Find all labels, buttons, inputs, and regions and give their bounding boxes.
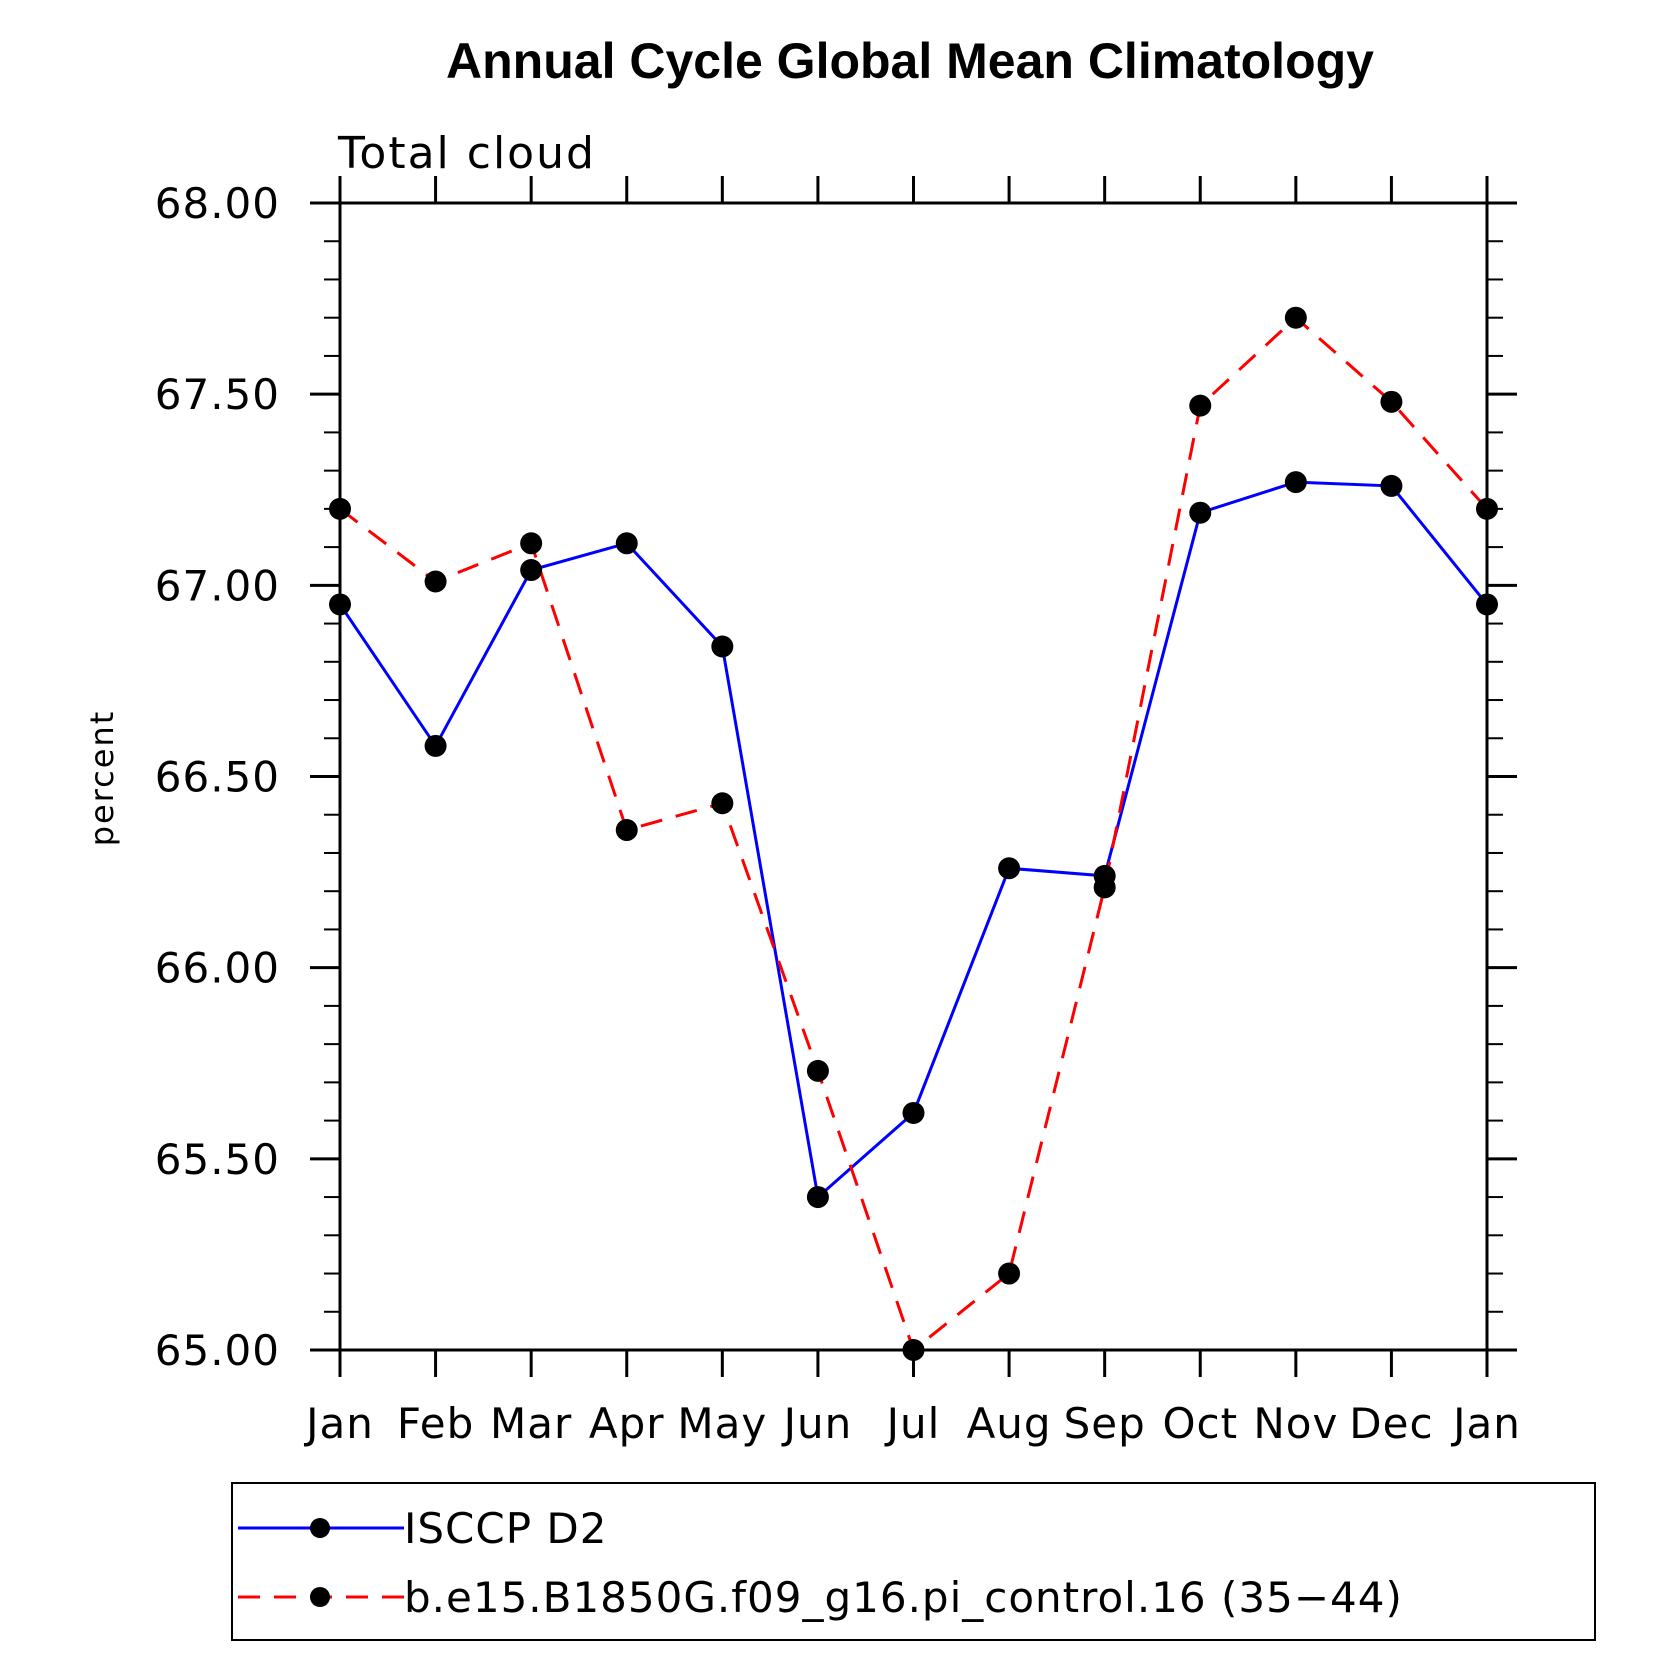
x-tick-label: Feb [397, 1399, 474, 1448]
data-point-0-2 [520, 559, 543, 582]
chart-title: Annual Cycle Global Mean Climatology [446, 33, 1374, 89]
y-tick-label: 65.00 [155, 1326, 280, 1375]
x-tick-label: May [677, 1399, 767, 1448]
data-point-1-1 [424, 570, 447, 593]
y-tick-label: 67.00 [155, 561, 280, 610]
x-tick-label: Dec [1349, 1399, 1433, 1448]
data-point-0-1 [424, 734, 447, 757]
legend-marker-model [310, 1587, 330, 1607]
data-point-1-8 [1093, 876, 1116, 899]
legend: ISCCP D2 b.e15.B1850G.f09_g16.pi_control… [231, 1482, 1596, 1641]
data-point-0-10 [1284, 471, 1307, 494]
y-tick-label: 67.50 [155, 370, 280, 419]
data-point-1-2 [520, 532, 543, 555]
data-point-1-11 [1380, 390, 1403, 413]
y-axis-label: percent [83, 710, 121, 847]
data-point-0-4 [711, 635, 734, 658]
data-point-1-9 [1189, 394, 1212, 417]
x-tick-label: Jan [303, 1399, 374, 1448]
data-point-0-7 [998, 857, 1021, 880]
data-point-0-6 [902, 1101, 925, 1124]
series-layer [329, 306, 1498, 1361]
chart-subtitle: Total cloud [337, 128, 596, 179]
x-tick-label: Sep [1064, 1399, 1146, 1448]
series-line-1 [339, 315, 1489, 1353]
x-tick-label: Jul [884, 1399, 941, 1448]
series-line-0 [338, 480, 1489, 1200]
x-tick-label: Mar [490, 1399, 572, 1448]
data-point-0-5 [806, 1186, 829, 1209]
legend-box [231, 1482, 1596, 1641]
data-point-0-11 [1380, 474, 1403, 497]
data-point-1-7 [998, 1262, 1021, 1285]
data-point-1-10 [1284, 306, 1307, 329]
data-point-1-5 [806, 1059, 829, 1082]
axis-ticks: Jan Feb Mar Apr May Jun Jul Aug Sep Oct Nov Dec Jan 6… [155, 176, 1521, 1448]
legend-label-isccp: ISCCP D2 [404, 1504, 607, 1553]
legend-label-model: b.e15.B1850G.f09_g16.pi_control.16 (35−4… [404, 1573, 1403, 1622]
x-tick-label: Apr [589, 1399, 665, 1448]
data-point-1-3 [615, 819, 638, 842]
x-tick-label: Nov [1253, 1399, 1338, 1448]
data-point-0-3 [615, 532, 638, 555]
plot-frame [338, 201, 1489, 1352]
y-tick-label: 65.50 [155, 1135, 280, 1184]
x-tick-label: Aug [967, 1399, 1052, 1448]
x-tick-label: Jan [1450, 1399, 1521, 1448]
y-tick-label: 66.50 [155, 753, 280, 802]
legend-marker-isccp [310, 1518, 330, 1538]
data-point-0-9 [1189, 501, 1212, 524]
x-tick-label: Oct [1162, 1399, 1238, 1448]
x-tick-label: Jun [781, 1399, 853, 1448]
y-tick-label: 68.00 [155, 179, 280, 228]
y-tick-label: 66.00 [155, 944, 280, 993]
data-point-1-4 [711, 792, 734, 815]
